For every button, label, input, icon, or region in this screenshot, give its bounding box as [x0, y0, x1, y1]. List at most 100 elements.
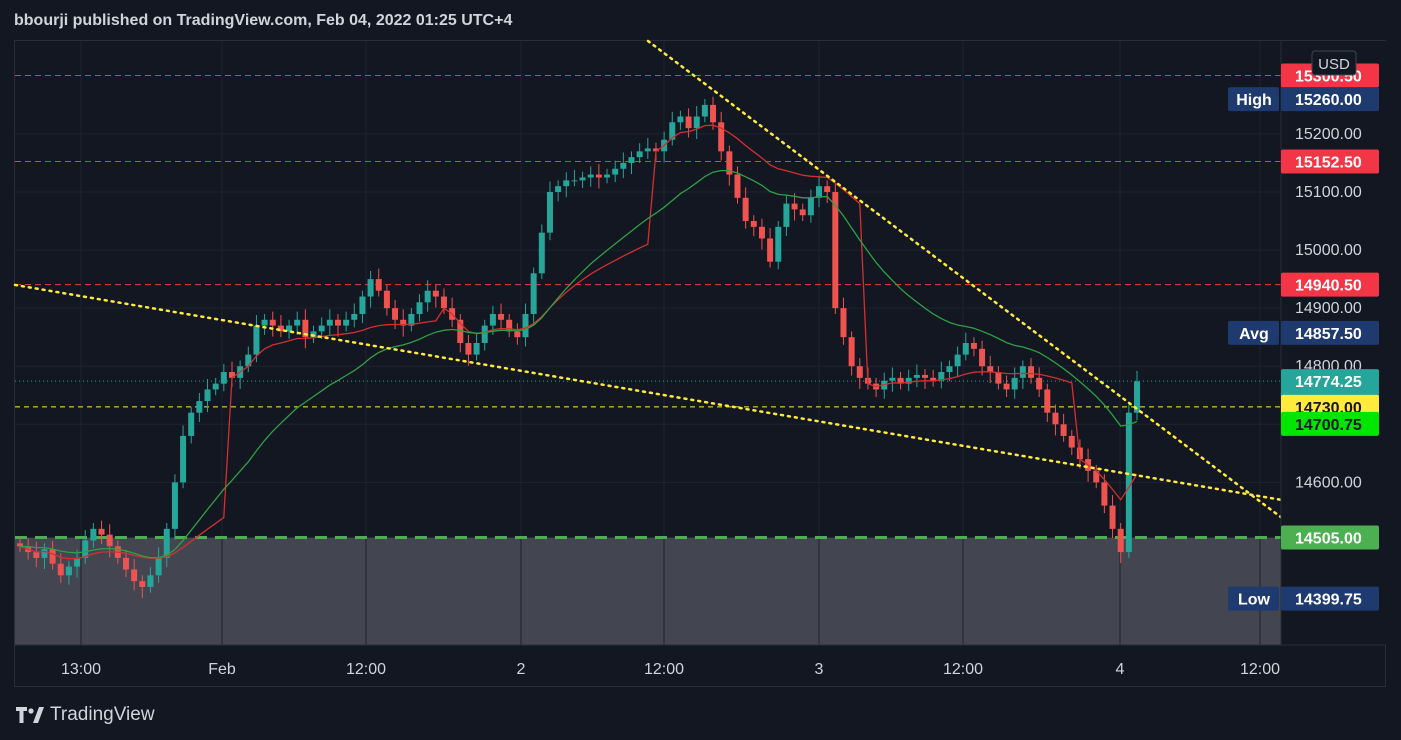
candle-body-135 — [1117, 528, 1124, 553]
candle-body-77 — [644, 148, 651, 152]
candle-body-113 — [938, 372, 945, 381]
candle-body-58 — [489, 313, 496, 326]
candle-body-14 — [131, 569, 138, 582]
candle-body-102 — [848, 337, 855, 367]
tradingview-logo-icon — [16, 707, 44, 723]
candle-body-6 — [65, 566, 72, 576]
candle-body-48 — [408, 313, 415, 326]
candle-body-80 — [669, 122, 676, 140]
currency-badge — [1311, 50, 1357, 76]
candle-body-124 — [1028, 366, 1035, 378]
candle-body-41 — [351, 313, 358, 320]
candle-body-114 — [946, 366, 953, 373]
candle-body-25 — [220, 372, 227, 384]
candle-body-118 — [979, 348, 986, 367]
candle-body-5 — [57, 563, 64, 576]
candle-body-60 — [506, 319, 513, 332]
candle-body-65 — [546, 192, 553, 233]
candle-body-89 — [742, 197, 749, 222]
price-tag-value-3: 14940.50 — [1295, 278, 1362, 295]
candle-body-7 — [74, 557, 81, 567]
candle-body-94 — [783, 203, 790, 227]
price-tag-3 — [1281, 272, 1379, 297]
vwap-line — [19, 124, 1138, 560]
candle-body-63 — [530, 273, 537, 314]
candle-body-43 — [367, 279, 374, 297]
candle-body-47 — [400, 319, 407, 326]
candle-body-107 — [889, 377, 896, 381]
candle-body-3 — [41, 549, 48, 558]
candle-body-2 — [33, 552, 40, 558]
candle-body-61 — [514, 331, 521, 338]
candle-body-67 — [563, 180, 570, 187]
candle-body-85 — [710, 104, 717, 123]
x-tick-label-7: 4 — [1116, 661, 1125, 678]
x-tick-label-3: 2 — [517, 661, 526, 678]
candle-body-98 — [816, 186, 823, 198]
candle-body-23 — [204, 389, 211, 402]
candle-body-70 — [587, 174, 594, 178]
candle-body-21 — [188, 412, 195, 436]
y-tick-label-6: 15200.00 — [1295, 126, 1362, 143]
x-tick-label-6: 12:00 — [943, 661, 983, 678]
candle-body-74 — [620, 162, 627, 169]
candle-body-84 — [701, 104, 708, 117]
candle-body-128 — [1060, 424, 1067, 436]
candle-body-76 — [636, 151, 643, 158]
price-tag-label-bg-1 — [1228, 87, 1279, 112]
candle-body-13 — [122, 557, 129, 570]
candle-body-109 — [905, 377, 912, 384]
footer-brand[interactable]: TradingView — [16, 704, 155, 726]
candle-body-31 — [269, 319, 276, 326]
candle-body-8 — [82, 540, 89, 558]
candle-body-92 — [767, 238, 774, 262]
candle-body-36 — [310, 331, 317, 338]
price-tag-value-1: 15260.00 — [1295, 92, 1362, 109]
price-tag-label-bg-4 — [1228, 320, 1279, 345]
candle-body-0 — [17, 543, 23, 547]
candle-body-38 — [326, 319, 333, 326]
candle-body-66 — [555, 186, 562, 192]
candle-body-108 — [897, 377, 904, 384]
candle-body-129 — [1068, 435, 1075, 448]
candle-body-116 — [962, 343, 969, 355]
price-tag-label-9: Low — [1238, 592, 1271, 609]
candle-body-33 — [286, 325, 293, 332]
price-tag-label-1: High — [1236, 92, 1272, 109]
candle-body-136 — [1125, 412, 1132, 553]
x-tick-label-8: 12:00 — [1240, 661, 1280, 678]
price-tag-value-8: 14505.00 — [1295, 531, 1362, 548]
candle-body-82 — [685, 116, 692, 129]
candle-body-29 — [253, 325, 260, 355]
x-tick-label-2: 12:00 — [346, 661, 386, 678]
footer-brand-label: TradingView — [50, 704, 155, 725]
candle-body-37 — [318, 325, 325, 332]
candle-body-26 — [228, 372, 235, 378]
price-chart[interactable]: 14600.0014700.0014800.0014900.0015000.00… — [0, 0, 1401, 700]
price-tag-7 — [1281, 411, 1379, 436]
candle-body-55 — [465, 343, 472, 355]
candle-body-125 — [1036, 377, 1043, 390]
currency-label: USD — [1318, 56, 1350, 73]
candle-body-87 — [726, 151, 733, 175]
candle-body-51 — [432, 290, 439, 297]
candle-body-42 — [359, 296, 366, 314]
candle-body-18 — [163, 528, 170, 558]
price-tag-8 — [1281, 525, 1379, 550]
trendline-0 — [13, 283, 1283, 502]
y-tick-label-3: 14900.00 — [1295, 300, 1362, 317]
candle-body-30 — [261, 319, 268, 326]
candle-body-86 — [718, 122, 725, 152]
candle-body-100 — [832, 192, 839, 309]
candle-body-132 — [1093, 470, 1100, 483]
candle-body-49 — [416, 302, 423, 314]
candle-body-35 — [302, 319, 309, 338]
candle-body-119 — [987, 366, 994, 373]
candle-body-103 — [856, 366, 863, 378]
price-tag-2 — [1281, 149, 1379, 174]
x-tick-label-1: Feb — [208, 661, 236, 678]
candle-body-91 — [758, 226, 765, 239]
price-tag-value-4: 14857.50 — [1295, 326, 1362, 343]
candle-body-115 — [954, 354, 961, 367]
price-tag-value-9: 14399.75 — [1295, 592, 1362, 609]
